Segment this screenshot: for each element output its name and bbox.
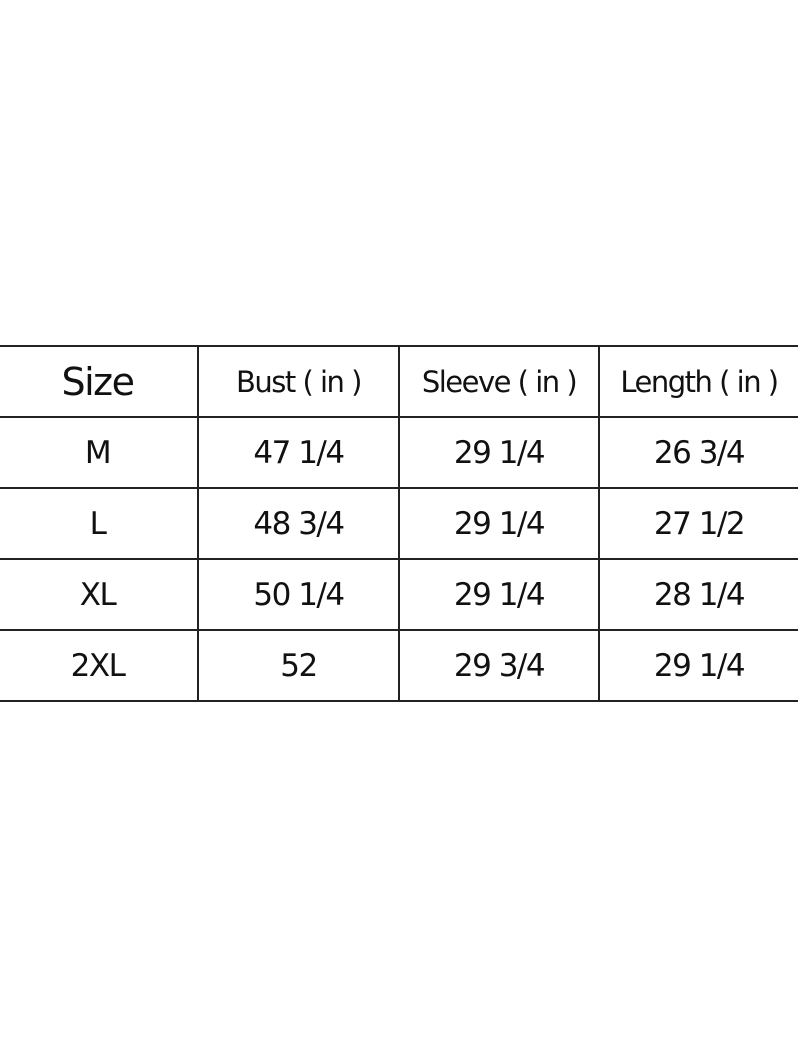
length-cell: 28 1/4 [598, 558, 798, 631]
table-row: M 47 1/4 29 1/4 26 3/4 [0, 416, 798, 489]
sleeve-cell: 29 1/4 [398, 416, 600, 489]
header-length: Length ( in ) [598, 345, 798, 418]
length-cell: 29 1/4 [598, 629, 798, 702]
size-cell: 2XL [0, 629, 199, 702]
length-cell: 27 1/2 [598, 487, 798, 560]
table-row: 2XL 52 29 3/4 29 1/4 [0, 629, 798, 702]
header-size: Size [0, 345, 199, 418]
table-row: XL 50 1/4 29 1/4 28 1/4 [0, 558, 798, 631]
bust-cell: 52 [197, 629, 400, 702]
size-chart-table: Size Bust ( in ) Sleeve ( in ) Length ( … [0, 345, 798, 702]
bust-cell: 48 3/4 [197, 487, 400, 560]
header-sleeve: Sleeve ( in ) [398, 345, 600, 418]
sleeve-cell: 29 3/4 [398, 629, 600, 702]
table-row: L 48 3/4 29 1/4 27 1/2 [0, 487, 798, 560]
size-cell: XL [0, 558, 199, 631]
size-cell: M [0, 416, 199, 489]
header-bust: Bust ( in ) [197, 345, 400, 418]
length-cell: 26 3/4 [598, 416, 798, 489]
bust-cell: 50 1/4 [197, 558, 400, 631]
bust-cell: 47 1/4 [197, 416, 400, 489]
sleeve-cell: 29 1/4 [398, 487, 600, 560]
sleeve-cell: 29 1/4 [398, 558, 600, 631]
size-cell: L [0, 487, 199, 560]
header-row: Size Bust ( in ) Sleeve ( in ) Length ( … [0, 345, 798, 418]
